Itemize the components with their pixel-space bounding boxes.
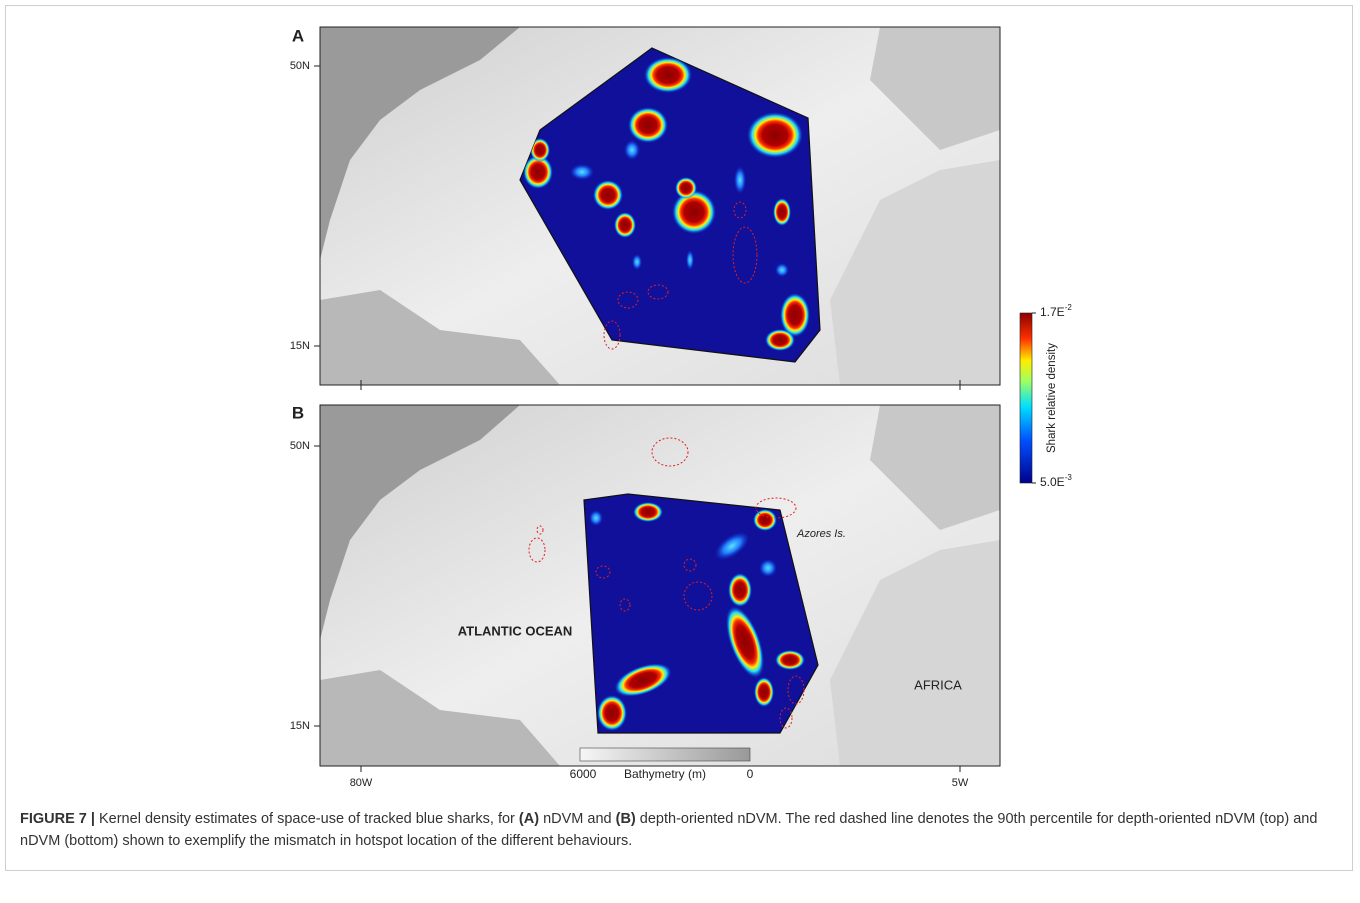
figure: A B 50N 15N 50N 15N 80W 5W Azores Is. AT…: [0, 0, 1360, 800]
colorbar: [1020, 313, 1032, 483]
panel-label: A: [292, 26, 304, 45]
caption-text: (B): [616, 811, 636, 827]
lat-label: 50N: [290, 60, 310, 72]
page: A B 50N 15N 50N 15N 80W 5W Azores Is. AT…: [0, 0, 1360, 903]
lat-label: 15N: [290, 720, 310, 732]
caption-text: Kernel density estimates of space-use of…: [95, 811, 519, 827]
panel-label: B: [292, 403, 304, 422]
lat-label: 50N: [290, 440, 310, 452]
caption-text: nDVM and: [539, 811, 616, 827]
colorbar-min: 5.0E-3: [1040, 473, 1072, 489]
map-annotation: Azores Is.: [796, 528, 846, 540]
bathymetry-max: 0: [747, 767, 754, 781]
colorbar-label: Shark relative density: [1046, 343, 1058, 453]
colorbar-max: 1.7E-2: [1040, 303, 1072, 319]
lat-label: 15N: [290, 340, 310, 352]
map-a: [320, 27, 1000, 385]
bathymetry-min: 6000: [570, 767, 597, 781]
map-annotation: AFRICA: [914, 677, 962, 692]
figure-number: FIGURE 7 |: [20, 811, 95, 827]
map-b: [320, 405, 1000, 766]
caption: FIGURE 7 | Kernel density estimates of s…: [20, 808, 1340, 852]
lon-label: 80W: [350, 777, 373, 789]
map-annotation: ATLANTIC OCEAN: [458, 623, 573, 638]
bathymetry-bar: [580, 748, 750, 761]
bathymetry-label: Bathymetry (m): [624, 767, 706, 781]
caption-text: (A): [519, 811, 539, 827]
lon-label: 5W: [952, 777, 969, 789]
